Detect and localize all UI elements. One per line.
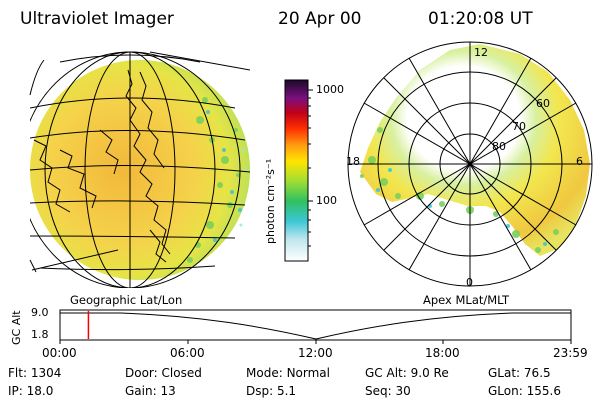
mlt-label-0: 0 — [466, 276, 473, 289]
timeline-xtick-2359: 23:59 — [553, 346, 588, 360]
mlt-label-12: 12 — [474, 46, 488, 59]
info-gain-label: Gain: — [125, 384, 157, 398]
info-glon: GLon: 155.6 — [488, 384, 561, 398]
timeline-xtick-0600: 06:00 — [170, 346, 205, 360]
info-mode-label: Mode: — [246, 366, 283, 380]
info-dsp-label: Dsp: — [246, 384, 274, 398]
left-panel-caption: Geographic Lat/Lon — [70, 293, 183, 307]
info-glon-label: GLon: — [488, 384, 523, 398]
info-seq-label: Seq: — [365, 384, 392, 398]
info-mode: Mode: Normal — [246, 366, 330, 380]
image-title: Ultraviolet Imager — [20, 9, 174, 29]
mlat-label-80: 80 — [492, 140, 506, 153]
timeline-ytick-top: 9.0 — [31, 306, 49, 319]
info-door: Door: Closed — [125, 366, 202, 380]
info-flt: Flt: 1304 — [8, 366, 61, 380]
geographic-globe — [30, 51, 250, 288]
mlat-label-60: 60 — [536, 97, 550, 110]
info-dsp: Dsp: 5.1 — [246, 384, 296, 398]
timeline-xtick-1800: 18:00 — [425, 346, 460, 360]
info-glat: GLat: 76.5 — [488, 366, 551, 380]
mlt-label-6: 6 — [576, 155, 583, 168]
info-gc-alt-label: GC Alt: — [365, 366, 407, 380]
colorbar-unit-label: photon cm⁻²s⁻¹ — [264, 158, 277, 244]
info-door-label: Door: — [125, 366, 158, 380]
right-panel-caption: Apex MLat/MLT — [423, 293, 510, 307]
time-label: 01:20:08 UT — [428, 9, 533, 29]
info-gc-alt-value: 9.0 Re — [410, 366, 449, 380]
info-flt-label: Flt: — [8, 366, 27, 380]
info-ip: IP: 18.0 — [8, 384, 53, 398]
colorbar-tick-1000: 1000 — [316, 83, 344, 96]
info-glon-value: 155.6 — [526, 384, 561, 398]
timeline-plot — [59, 309, 572, 344]
info-ip-value: 18.0 — [26, 384, 54, 398]
polar-auroral-image — [347, 41, 593, 287]
info-seq: Seq: 30 — [365, 384, 411, 398]
left-frame-arcs — [29, 59, 45, 273]
timeline-xtick-1200: 12:00 — [298, 346, 333, 360]
info-gc-alt: GC Alt: 9.0 Re — [365, 366, 449, 380]
info-mode-value: Normal — [286, 366, 330, 380]
info-door-value: Closed — [161, 366, 202, 380]
info-gain-value: 13 — [160, 384, 176, 398]
info-seq-value: 30 — [395, 384, 411, 398]
colorbar — [284, 79, 313, 262]
colorbar-tick-100: 100 — [316, 194, 337, 207]
info-ip-label: IP: — [8, 384, 23, 398]
date-label: 20 Apr 00 — [278, 9, 362, 29]
info-gain: Gain: 13 — [125, 384, 176, 398]
info-glat-label: GLat: — [488, 366, 521, 380]
mlat-label-70: 70 — [512, 120, 526, 133]
info-dsp-value: 5.1 — [276, 384, 297, 398]
info-glat-value: 76.5 — [523, 366, 551, 380]
timeline-xtick-0000: 00:00 — [42, 346, 77, 360]
info-flt-value: 1304 — [30, 366, 62, 380]
timeline-ylabel: GC Alt — [10, 310, 23, 345]
timeline-ytick-bottom: 1.8 — [31, 328, 49, 341]
mlt-label-18: 18 — [346, 155, 360, 168]
